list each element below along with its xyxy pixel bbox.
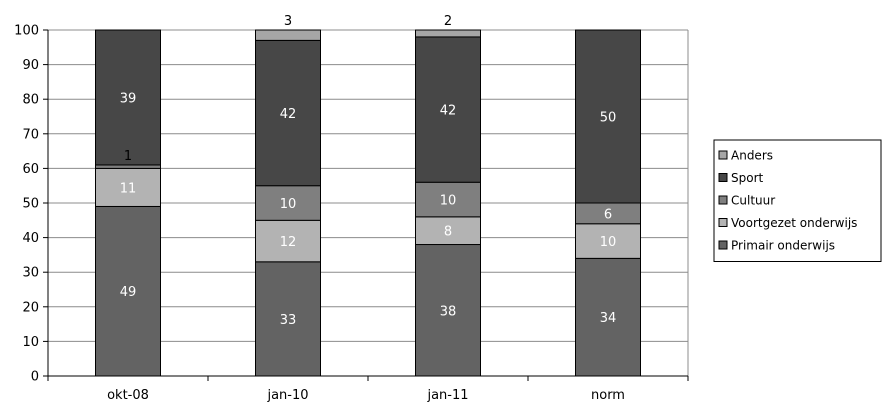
- data-label: 8: [444, 225, 452, 240]
- y-tick-label: 80: [22, 93, 39, 108]
- data-label: 33: [280, 313, 297, 328]
- legend: Anders Sport Cultuur Voortgezet onderwijs Pr…: [713, 139, 882, 262]
- legend-swatch: [718, 240, 728, 250]
- x-tick-label: okt-08: [107, 388, 149, 403]
- y-tick-label: 20: [22, 300, 39, 315]
- legend-swatch: [718, 150, 728, 160]
- data-label: 6: [604, 207, 612, 222]
- y-tick-label: 100: [14, 24, 39, 39]
- legend-label: Voortgezet onderwijs: [731, 216, 857, 230]
- data-label: 10: [440, 194, 457, 209]
- x-axis-ticks: okt-08 jan-10 jan-11 norm: [107, 388, 625, 403]
- legend-label: Anders: [731, 149, 773, 163]
- x-tick-label: jan-11: [426, 388, 468, 403]
- data-label: 39: [120, 91, 137, 106]
- axes: [43, 29, 689, 381]
- legend-swatch: [718, 195, 728, 205]
- bar-segment: [255, 219, 321, 263]
- legend-swatch: [718, 173, 728, 182]
- bar-segment: [575, 223, 641, 259]
- y-axis-ticks: 0 10 20 30 40 50 60 70 80 90 100: [14, 24, 39, 385]
- bar-segment: [415, 181, 481, 218]
- legend-label: Sport: [731, 171, 764, 185]
- data-label: 42: [280, 107, 297, 122]
- data-label: 34: [600, 311, 617, 326]
- data-label: 11: [120, 181, 137, 196]
- bar-segment: [415, 244, 481, 377]
- bar-segment: [95, 164, 161, 169]
- bar-segment: [255, 261, 321, 377]
- legend-swatch: [718, 218, 728, 227]
- y-tick-label: 10: [22, 335, 39, 350]
- x-tick-label: jan-10: [266, 388, 308, 403]
- data-label: 3: [284, 14, 292, 29]
- bar-segment: [415, 29, 481, 38]
- data-label: 10: [600, 235, 617, 250]
- data-label: 38: [440, 304, 457, 319]
- y-tick-label: 60: [22, 162, 39, 177]
- y-tick-label: 90: [22, 58, 39, 73]
- y-tick-label: 40: [22, 231, 39, 246]
- legend-box: [713, 139, 882, 262]
- bar-segment: [255, 185, 321, 221]
- data-label: 49: [120, 285, 137, 300]
- bar-segment: [415, 216, 481, 246]
- legend-label: Cultuur: [731, 194, 775, 208]
- data-label: 50: [600, 111, 617, 126]
- y-tick-label: 30: [22, 266, 39, 281]
- bar-segment: [95, 205, 161, 377]
- data-label: 2: [444, 14, 452, 29]
- bar-segment: [95, 29, 161, 166]
- bar-segment: [255, 29, 321, 41]
- data-label: 10: [280, 197, 297, 212]
- bar-segment: [575, 257, 641, 377]
- bars: [95, 29, 641, 377]
- y-tick-label: 50: [22, 197, 39, 212]
- legend-label: Primair onderwijs: [731, 239, 835, 253]
- bar-segment: [415, 36, 481, 183]
- x-tick-label: norm: [591, 388, 625, 403]
- bar-segment: [575, 29, 641, 204]
- bar-segment: [255, 39, 321, 187]
- data-label: 42: [440, 104, 457, 119]
- bar-segment: [95, 167, 161, 207]
- y-tick-label: 0: [31, 370, 39, 385]
- data-label: 12: [280, 235, 297, 250]
- y-tick-label: 70: [22, 127, 39, 142]
- data-label: 1: [124, 149, 132, 164]
